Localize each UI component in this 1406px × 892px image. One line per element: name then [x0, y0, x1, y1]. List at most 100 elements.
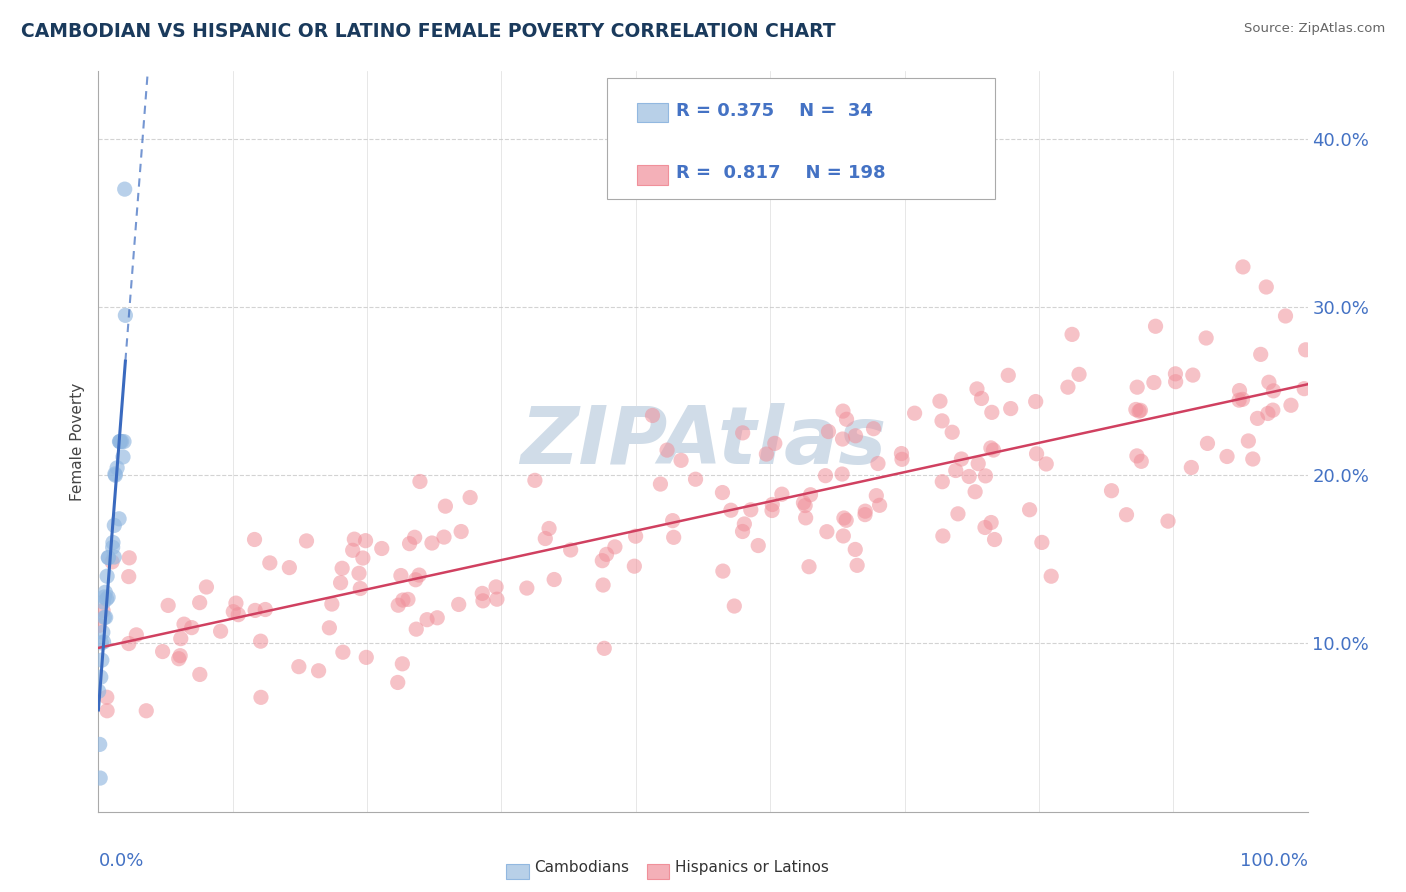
- Point: [93, 590, 115, 604]
- Point: [416, 613, 439, 627]
- Point: [624, 529, 647, 543]
- Point: [711, 485, 734, 500]
- Point: [1197, 436, 1219, 450]
- Point: [97, 591, 120, 605]
- Point: [485, 592, 508, 607]
- Point: [731, 524, 754, 539]
- Point: [814, 468, 837, 483]
- Point: [862, 422, 884, 436]
- Point: [965, 484, 987, 499]
- Point: [650, 477, 672, 491]
- Point: [254, 602, 277, 616]
- Point: [108, 434, 131, 449]
- Point: [740, 503, 762, 517]
- Point: [761, 503, 783, 517]
- Point: [93, 610, 115, 624]
- Point: [89, 618, 111, 632]
- Point: [853, 504, 876, 518]
- Point: [731, 425, 754, 440]
- Point: [1060, 327, 1083, 342]
- Point: [398, 536, 420, 550]
- Point: [1025, 394, 1047, 409]
- Point: [318, 621, 340, 635]
- Point: [890, 446, 912, 460]
- Point: [111, 434, 134, 449]
- Point: [1000, 401, 1022, 416]
- Y-axis label: Female Poverty: Female Poverty: [70, 383, 86, 500]
- Point: [118, 636, 141, 650]
- Point: [941, 425, 963, 440]
- Point: [101, 541, 124, 555]
- Point: [1057, 380, 1080, 394]
- Point: [931, 475, 953, 489]
- Point: [720, 503, 742, 517]
- Point: [799, 488, 821, 502]
- Point: [711, 564, 734, 578]
- Text: ZIPAtlas: ZIPAtlas: [520, 402, 886, 481]
- Point: [1241, 452, 1264, 467]
- Point: [426, 611, 449, 625]
- Point: [89, 771, 111, 785]
- Point: [835, 412, 858, 426]
- Point: [662, 530, 685, 544]
- Point: [225, 596, 247, 610]
- Point: [1128, 404, 1150, 418]
- Point: [169, 648, 191, 663]
- Point: [94, 610, 117, 624]
- Point: [831, 467, 853, 481]
- Text: 0.0%: 0.0%: [98, 853, 143, 871]
- Point: [471, 594, 494, 608]
- Point: [1279, 398, 1302, 412]
- Point: [1246, 411, 1268, 425]
- Point: [405, 573, 427, 587]
- Point: [103, 518, 125, 533]
- Point: [595, 547, 617, 561]
- Point: [391, 657, 413, 671]
- Point: [249, 634, 271, 648]
- Point: [114, 182, 136, 196]
- Point: [1232, 392, 1254, 407]
- Point: [755, 447, 778, 461]
- Point: [846, 558, 869, 573]
- Point: [835, 513, 858, 527]
- Point: [114, 309, 136, 323]
- Point: [1263, 384, 1285, 398]
- Point: [91, 604, 114, 618]
- Point: [97, 550, 120, 565]
- Point: [118, 550, 141, 565]
- Point: [655, 443, 678, 458]
- Point: [1227, 393, 1250, 408]
- Point: [523, 474, 546, 488]
- Point: [997, 368, 1019, 383]
- Point: [1257, 407, 1279, 421]
- Point: [321, 597, 343, 611]
- Point: [94, 585, 117, 599]
- Point: [1256, 280, 1278, 294]
- Point: [1216, 450, 1239, 464]
- Point: [434, 499, 457, 513]
- Point: [945, 463, 967, 477]
- Point: [188, 596, 211, 610]
- Point: [96, 690, 118, 705]
- Point: [97, 550, 120, 565]
- Point: [1261, 403, 1284, 417]
- Point: [96, 704, 118, 718]
- Point: [420, 536, 443, 550]
- Point: [1126, 380, 1149, 394]
- Point: [104, 467, 127, 481]
- Point: [516, 581, 538, 595]
- Point: [1144, 319, 1167, 334]
- Point: [354, 650, 377, 665]
- Point: [932, 529, 955, 543]
- Point: [1181, 368, 1204, 383]
- Point: [152, 644, 174, 658]
- Text: R =  0.817    N = 198: R = 0.817 N = 198: [676, 164, 886, 182]
- Point: [450, 524, 472, 539]
- Point: [1101, 483, 1123, 498]
- Point: [108, 434, 131, 449]
- Point: [832, 404, 855, 418]
- Point: [118, 569, 141, 583]
- Point: [135, 704, 157, 718]
- Point: [96, 592, 118, 607]
- Point: [387, 599, 409, 613]
